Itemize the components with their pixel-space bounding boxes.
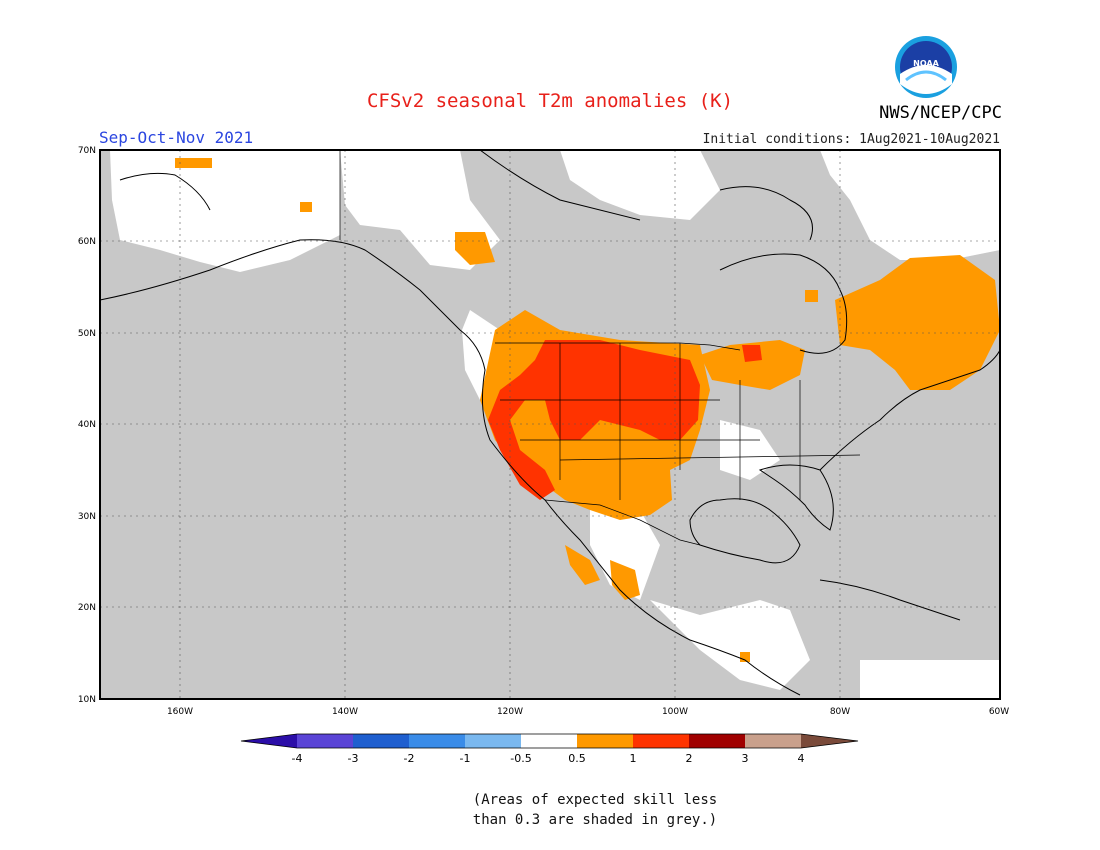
colorbar-segment <box>745 734 801 748</box>
latitude-labels: 70N 60N 50N 40N 30N 20N 10N <box>78 146 96 705</box>
colorbar-segment <box>521 734 577 748</box>
colorbar-labels: -4 -3 -2 -1 -0.5 0.5 1 2 3 4 <box>292 752 805 765</box>
near-normal-regions <box>110 150 1000 699</box>
colorbar: -4 -3 -2 -1 -0.5 0.5 1 2 3 4 <box>240 733 859 765</box>
colorbar-arrow-low <box>241 734 297 748</box>
colorbar-label: 2 <box>686 752 693 765</box>
lat-label: 70N <box>78 146 96 156</box>
colorbar-segment <box>689 734 745 748</box>
noaa-logo: NOAA <box>895 36 957 98</box>
colorbar-segment <box>353 734 409 748</box>
season-label: Sep-Oct-Nov 2021 <box>99 128 254 147</box>
lat-label: 30N <box>78 512 96 522</box>
colorbar-segment <box>633 734 689 748</box>
colorbar-segment <box>297 734 353 748</box>
colorbar-segment <box>409 734 465 748</box>
longitude-labels: 160W 140W 120W 100W 80W 60W <box>167 707 1009 717</box>
organization-label: NWS/NCEP/CPC <box>879 103 1002 123</box>
skill-note-line-1: (Areas of expected skill less <box>472 792 718 808</box>
lon-label: 140W <box>332 707 358 717</box>
colorbar-label: 4 <box>798 752 805 765</box>
colorbar-label: 1 <box>630 752 637 765</box>
colorbar-segment <box>465 734 521 748</box>
chart-title: CFSv2 seasonal T2m anomalies (K) <box>366 90 734 112</box>
colorbar-label: -0.5 <box>510 752 531 765</box>
lon-label: 100W <box>662 707 688 717</box>
lat-label: 60N <box>78 237 96 247</box>
colorbar-label: -1 <box>460 752 471 765</box>
logo-text: NOAA <box>913 59 939 68</box>
lat-label: 40N <box>78 420 96 430</box>
initial-conditions-label: Initial conditions: 1Aug2021-10Aug2021 <box>702 132 1000 147</box>
political-borders <box>339 150 861 546</box>
map-frame <box>99 149 1001 700</box>
lat-label: 10N <box>78 695 96 705</box>
colorbar-label: 0.5 <box>568 752 586 765</box>
graticule <box>100 150 1000 699</box>
lat-label: 20N <box>78 603 96 613</box>
lon-label: 120W <box>497 707 523 717</box>
lon-label: 60W <box>989 707 1009 717</box>
warm-anomaly-regions-red <box>488 340 762 500</box>
lon-label: 160W <box>167 707 193 717</box>
lon-label: 80W <box>830 707 850 717</box>
skill-note-line-2: than 0.3 are shaded in grey.) <box>472 812 718 828</box>
colorbar-label: 3 <box>742 752 749 765</box>
lat-label: 50N <box>78 329 96 339</box>
colorbar-label: -2 <box>404 752 415 765</box>
colorbar-label: -4 <box>292 752 303 765</box>
colorbar-segment <box>577 734 633 748</box>
colorbar-label: -3 <box>348 752 359 765</box>
colorbar-arrow-high <box>801 734 858 748</box>
